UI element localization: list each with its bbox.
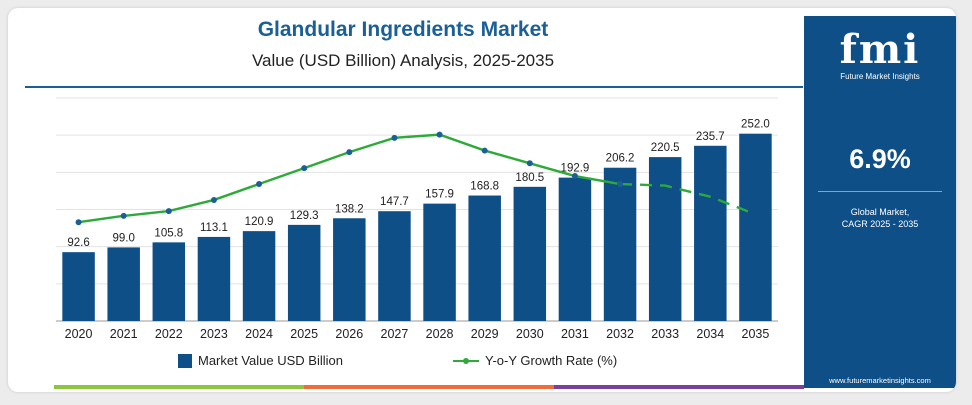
legend-item-line: Y-o-Y Growth Rate (%) (452, 353, 618, 368)
bar (107, 247, 140, 321)
legend-swatch-bar (178, 353, 192, 368)
chart-card: Glandular Ingredients Market Value (USD … (8, 8, 956, 392)
growth-point (346, 149, 353, 156)
bar-value-label: 92.6 (67, 237, 89, 249)
growth-point (210, 196, 217, 203)
bar-value-label: 235.7 (696, 131, 725, 143)
x-tick-label: 2021 (110, 327, 138, 341)
growth-point (391, 134, 398, 141)
bar-value-label: 192.9 (561, 163, 590, 175)
bar-value-label: 252.0 (741, 119, 770, 131)
bottom-bar-segment (304, 385, 554, 389)
x-tick-label: 2026 (335, 327, 363, 341)
chart-legend: Market Value USD Billion Y-o-Y Growth Ra… (178, 353, 617, 368)
bottom-bar-segment (54, 385, 304, 389)
growth-point (481, 147, 488, 154)
bar (648, 157, 682, 321)
legend-item-bar: Market Value USD Billion (178, 353, 343, 368)
x-tick-label: 2027 (381, 327, 409, 341)
x-tick-label: 2028 (426, 327, 454, 341)
bar (468, 195, 501, 321)
x-tick-label: 2025 (290, 327, 318, 341)
x-tick-label: 2020 (65, 327, 93, 341)
sidebar-divider (818, 191, 942, 192)
x-tick-label: 2031 (561, 327, 589, 341)
bar (242, 231, 276, 321)
bar-value-label: 138.2 (335, 203, 364, 215)
sidebar-panel: fmi Future Market Insights 6.9% Global M… (804, 16, 956, 388)
bar-value-label: 99.0 (112, 232, 134, 244)
legend-label-line: Y-o-Y Growth Rate (%) (484, 353, 618, 368)
logo-subtitle: Future Market Insights (840, 72, 920, 81)
growth-point (617, 181, 624, 188)
bar-value-label: 129.3 (290, 210, 319, 222)
bar (513, 186, 547, 321)
x-tick-label: 2032 (606, 327, 634, 341)
bar (603, 167, 637, 321)
title-divider (25, 86, 803, 88)
bottom-bar-segment (554, 385, 804, 389)
bottom-color-bar (54, 385, 804, 389)
chart-title: Glandular Ingredients Market (257, 18, 549, 41)
growth-point (571, 173, 578, 180)
bar (558, 177, 592, 321)
x-tick-label: 2030 (516, 327, 544, 341)
bar-value-label: 105.8 (154, 227, 183, 239)
cagr-value: 6.9% (849, 144, 911, 174)
growth-point (256, 181, 263, 188)
bar (62, 252, 95, 321)
bar-value-label: 120.9 (245, 216, 274, 228)
chart-plot: 92.6 99.0 105.8 113.1 120.9 129.3 138.2 147.7 15… (56, 97, 778, 341)
legend-swatch-line (452, 354, 479, 368)
bar-value-label: 206.2 (606, 153, 635, 165)
bar (197, 236, 231, 321)
bar-value-label: 180.5 (515, 172, 544, 184)
x-tick-label: 2024 (245, 327, 273, 341)
bar (378, 211, 411, 321)
x-tick-label: 2035 (742, 327, 770, 341)
bar (333, 218, 366, 321)
website-link[interactable]: www.futuremarketinsights.com (829, 376, 931, 385)
growth-point (526, 160, 533, 167)
logo-text: fmi (839, 26, 921, 73)
growth-point (75, 219, 82, 226)
fmi-logo: fmi Future Market Insights (804, 26, 956, 82)
bar-value-label: 157.9 (425, 189, 454, 201)
cagr-label: Global Market, CAGR 2025 - 2035 (804, 206, 956, 230)
cagr-label-line2: CAGR 2025 - 2035 (841, 219, 919, 229)
x-tick-label: 2034 (696, 327, 724, 341)
bar-value-label: 147.7 (380, 196, 409, 208)
x-tick-label: 2033 (651, 327, 679, 341)
growth-point (436, 131, 443, 138)
bar-value-label: 220.5 (651, 142, 680, 154)
growth-point (165, 208, 172, 215)
x-tick-label: 2029 (471, 327, 499, 341)
bar-value-label: 168.8 (470, 181, 499, 193)
x-tick-label: 2023 (200, 327, 228, 341)
bar (739, 133, 772, 321)
bar-value-label: 113.1 (200, 222, 228, 234)
bar (287, 224, 321, 321)
growth-line-projected (620, 182, 756, 216)
bar (694, 145, 727, 321)
legend-label-bar: Market Value USD Billion (198, 353, 343, 368)
growth-point (120, 212, 127, 219)
cagr-label-line1: Global Market, (850, 207, 910, 217)
growth-point (301, 165, 308, 172)
x-tick-label: 2022 (155, 327, 183, 341)
bar (152, 242, 186, 321)
bar (423, 203, 456, 321)
chart-subtitle: Value (USD Billion) Analysis, 2025-2035 (251, 51, 555, 70)
